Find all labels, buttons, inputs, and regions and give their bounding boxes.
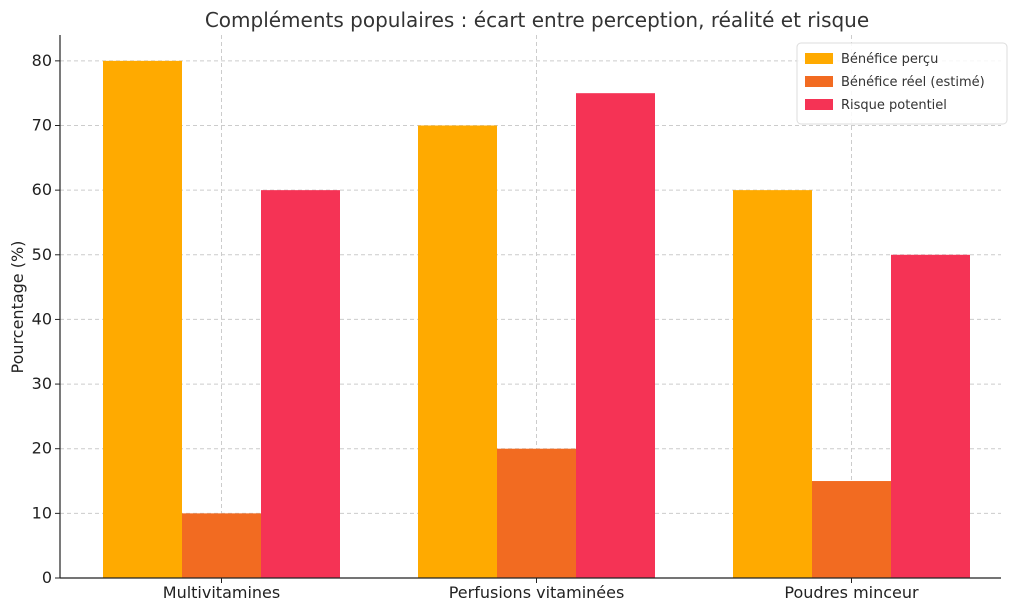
y-tick-label: 0 — [42, 568, 52, 587]
legend-box — [796, 42, 1008, 125]
y-tick-label: 40 — [32, 309, 52, 328]
y-tick-label: 60 — [32, 180, 52, 199]
legend-label: Bénéfice réel (estimé) — [841, 75, 985, 90]
bar — [182, 513, 261, 578]
legend-label: Risque potentiel — [841, 98, 947, 113]
y-tick-label: 30 — [32, 374, 52, 393]
x-tick-label: Multivitamines — [163, 583, 280, 602]
legend-swatch — [805, 53, 833, 64]
bar — [733, 190, 812, 578]
y-tick-label: 50 — [32, 245, 52, 264]
legend-swatch — [805, 76, 833, 87]
y-tick-label: 70 — [32, 116, 52, 135]
bar — [576, 93, 655, 578]
bar — [418, 125, 497, 578]
x-tick-label: Perfusions vitaminées — [449, 583, 625, 602]
chart-title: Compléments populaires : écart entre per… — [205, 8, 869, 32]
bars — [103, 60, 970, 579]
y-tick-labels: 0 10 20 30 40 50 60 70 80 — [32, 51, 60, 587]
bar — [497, 448, 576, 578]
x-tick-labels: Multivitamines Perfusions vitaminées Poudr… — [163, 578, 919, 602]
bar — [812, 481, 891, 578]
bar — [261, 190, 340, 578]
legend: Bénéfice perçu Bénéfice réel (estimé) Risq… — [796, 42, 1008, 125]
bar — [891, 254, 970, 579]
y-axis-label: Pourcentage (%) — [8, 241, 27, 374]
y-tick-label: 20 — [32, 439, 52, 458]
legend-label: Bénéfice perçu — [841, 52, 938, 67]
y-tick-label: 10 — [32, 503, 52, 522]
x-tick-label: Poudres minceur — [784, 583, 919, 602]
y-tick-label: 80 — [32, 51, 52, 70]
bar — [103, 60, 182, 579]
grid — [60, 35, 1001, 578]
legend-swatch — [805, 99, 833, 110]
